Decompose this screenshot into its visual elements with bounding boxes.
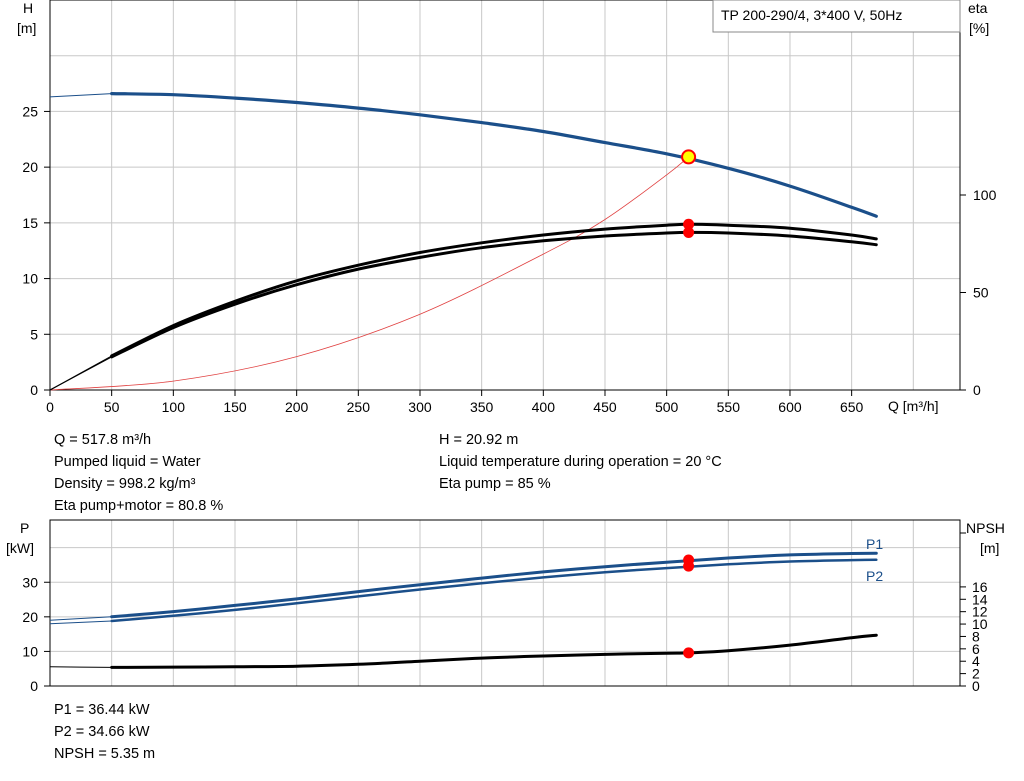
top-grid: [50, 0, 960, 390]
head-curve: [110, 92, 878, 218]
y-left-tick-label: 20: [22, 159, 38, 175]
x-tick-label: 0: [46, 399, 54, 415]
p2-series-label: P2: [866, 568, 883, 584]
y-left-tick-label: 10: [22, 271, 38, 287]
top-series: [49, 92, 878, 391]
y-left-label-name: H: [23, 0, 33, 16]
npsh-tick-label: 14: [972, 591, 988, 607]
eta-total-readout: Eta pump+motor = 80.8 %: [54, 498, 224, 514]
npsh-curve-extension: [49, 666, 112, 668]
x-tick-label: 600: [778, 399, 802, 415]
npsh-readout: NPSH = 5.35 m: [54, 746, 156, 762]
density-readout: Density = 998.2 kg/m³: [54, 476, 196, 492]
p-tick-label: 0: [30, 678, 38, 694]
y-right-tick-label: 100: [973, 187, 997, 203]
p-axis-label-unit: [kW]: [6, 540, 34, 556]
flow-readout: Q = 517.8 m³/h: [54, 432, 152, 448]
title-box: [712, 0, 961, 33]
p-tick-label: 20: [22, 609, 38, 625]
npsh-curve: [110, 633, 878, 669]
y-right-tick-label: 0: [973, 382, 981, 398]
npsh-tick-label: 12: [972, 604, 988, 620]
p2-readout: P2 = 34.66 kW: [54, 724, 150, 740]
p-tick-label: 30: [22, 574, 38, 590]
temperature-readout: Liquid temperature during operation = 20…: [439, 454, 722, 470]
npsh-tick-label: 2: [972, 666, 980, 682]
p-axis-label-name: P: [20, 520, 29, 536]
npsh-tick-label: 0: [972, 678, 980, 694]
p1-series-label: P1: [866, 536, 883, 552]
chart-title: TP 200-290/4, 3*400 V, 50Hz: [721, 7, 902, 23]
p1-curve: [110, 551, 878, 619]
top-chart: TP 200-290/4, 3*400 V, 50Hz H [m] eta [%…: [17, 0, 997, 415]
eta-pump-readout: Eta pump = 85 %: [439, 476, 551, 492]
power-info: P1 = 36.44 kW P2 = 34.66 kW NPSH = 5.35 …: [54, 699, 155, 765]
y-left-tick-labels: 0 5 10 15 20 25: [22, 103, 50, 398]
x-tick-label: 650: [840, 399, 864, 415]
y-right-label-name: eta: [968, 0, 988, 16]
x-tick-label: 50: [104, 399, 120, 415]
p2-curve-extension: [49, 620, 112, 625]
head-curve-extension: [49, 93, 112, 98]
power-marker: [683, 560, 695, 572]
head-readout: H = 20.92 m: [439, 432, 519, 448]
p2-curve: [110, 558, 878, 623]
eta-pump-curve-extension: [49, 355, 112, 391]
top-plot-frame: [49, 0, 961, 391]
x-tick-label: 300: [408, 399, 432, 415]
npsh-marker: [683, 647, 695, 659]
x-tick-labels: 0 50 100 150 200 250 300 350 400 450 500 550 600 650: [46, 390, 864, 415]
y-left-tick-label: 0: [30, 382, 38, 398]
y-left-tick-label: 25: [22, 103, 38, 119]
p-tick-labels: 0 10 20 30: [22, 574, 50, 694]
system-curve: [49, 156, 689, 391]
bottom-plot-frame: [49, 519, 961, 687]
bottom-grid: [50, 520, 960, 686]
duty-info-right: H = 20.92 m Liquid temperature during op…: [439, 429, 722, 495]
npsh-axis-label-unit: [m]: [980, 540, 999, 556]
bottom-series: [49, 551, 878, 669]
efficiency-marker: [683, 218, 695, 230]
liquid-readout: Pumped liquid = Water: [54, 454, 201, 470]
eta-pump-curve: [110, 222, 878, 358]
npsh-tick-label: 4: [972, 653, 980, 669]
p1-curve-extension: [49, 616, 112, 621]
x-tick-label: 150: [223, 399, 247, 415]
y-right-tick-labels: 0 50 100: [960, 187, 997, 398]
npsh-tick-label: 16: [972, 579, 988, 595]
x-tick-label: 450: [593, 399, 617, 415]
x-tick-label: 100: [162, 399, 186, 415]
npsh-tick-label: 6: [972, 641, 980, 657]
x-tick-label: 250: [347, 399, 371, 415]
x-tick-label: 200: [285, 399, 309, 415]
x-axis-label: Q [m³/h]: [888, 398, 939, 414]
y-left-tick-label: 5: [30, 326, 38, 342]
duty-info-left: Q = 517.8 m³/h Pumped liquid = Water Den…: [54, 429, 223, 517]
efficiency-marker: [683, 226, 695, 238]
eta-pump-motor-curve: [110, 230, 878, 359]
y-left-label-unit: [m]: [17, 20, 36, 36]
y-right-tick-label: 50: [973, 285, 989, 301]
p1-readout: P1 = 36.44 kW: [54, 702, 150, 718]
npsh-tick-label: 8: [972, 628, 980, 644]
y-right-label-unit: [%]: [969, 20, 989, 36]
npsh-axis-label-name: NPSH: [966, 520, 1005, 536]
y-left-tick-label: 15: [22, 215, 38, 231]
p-tick-label: 10: [22, 643, 38, 659]
x-tick-label: 550: [717, 399, 741, 415]
duty-point-marker: [681, 149, 697, 165]
x-tick-label: 350: [470, 399, 494, 415]
x-tick-label: 500: [655, 399, 679, 415]
x-tick-label: 400: [532, 399, 556, 415]
npsh-tick-label: 10: [972, 616, 988, 632]
